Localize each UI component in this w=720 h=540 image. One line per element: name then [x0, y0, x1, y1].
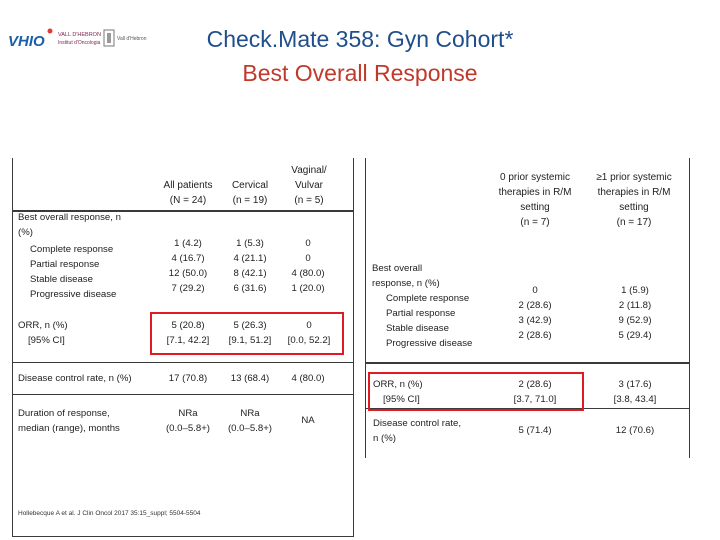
right-table-border — [689, 158, 690, 458]
left-table-bottom-rule — [12, 536, 354, 537]
vhio-logo-text: VHIO — [8, 33, 45, 50]
cell-response-zero-prior: 0 2 (28.6) 3 (42.9) 2 (28.6) — [518, 285, 552, 341]
campus-logo: Vall d'Hebron — [103, 29, 147, 47]
header-one-plus-prior-therapies: ≥1 prior systemic therapies in R/M setti… — [596, 172, 672, 228]
page-title: Check.Mate 358: Gyn Cohort* — [206, 26, 514, 52]
cell-dcr-cervical: 13 (68.4) — [230, 373, 270, 384]
cell-dor-all: NRa (0.0–5.8+) — [165, 408, 210, 434]
row-label-response-categories: Complete response Partial response Stabl… — [30, 244, 117, 300]
left-table-rule — [12, 362, 354, 363]
right-table-border — [365, 158, 366, 458]
cell-dcr-one-plus-prior: 12 (70.6) — [615, 425, 655, 436]
cell-orr-all: 5 (20.8) [7.1, 42.2] — [166, 320, 210, 346]
cell-dcr-vaginal: 4 (80.0) — [291, 373, 325, 384]
header-vaginal-vulvar: Vaginal/ Vulvar (n = 5) — [291, 165, 327, 206]
cell-orr-cervical: 5 (26.3) [9.1, 51.2] — [228, 320, 272, 346]
right-row-label-orr: ORR, n (%) — [373, 379, 423, 390]
left-table-rule — [12, 394, 354, 395]
right-row-label-disease-control-rate: Disease control rate, n (%) — [373, 418, 461, 444]
reference-citation: Hollebecque A et al. J Clin Oncol 2017 3… — [18, 510, 201, 517]
right-row-label-response-categories: Complete response Partial response Stabl… — [386, 293, 473, 349]
row-label-duration-of-response: Duration of response, median (range), mo… — [18, 408, 120, 434]
page-subtitle: Best Overall Response — [242, 60, 478, 86]
cell-dor-cervical: NRa (0.0–5.8+) — [227, 408, 272, 434]
row-label-disease-control-rate: Disease control rate, n (%) — [18, 373, 132, 384]
hospital-logo: VALL D'HEBRON Institut d'Oncologia — [58, 32, 101, 46]
hospital-logo-subtext: Institut d'Oncologia — [58, 40, 101, 46]
right-row-label-orr-ci: [95% CI] — [383, 394, 420, 405]
campus-logo-text: Vall d'Hebron — [117, 36, 147, 42]
institution-logos: VHIO VALL D'HEBRON Institut d'Oncologia … — [8, 28, 147, 50]
right-row-label-best-response: Best overall response, n (%) — [372, 263, 440, 289]
cell-response-cervical: 1 (5.3) 4 (21.1) 8 (42.1) 6 (31.6) — [233, 238, 267, 294]
cell-orr-vaginal: 0 [0.0, 52.2] — [287, 320, 331, 346]
orr-highlight-box — [150, 312, 344, 355]
right-table-rule — [365, 408, 689, 409]
cell-orr-zero-prior: 2 (28.6) [3.7, 71.0] — [513, 379, 557, 405]
orr-highlight-box-right — [368, 372, 584, 411]
left-table-border — [353, 158, 354, 536]
header-zero-prior-therapies: 0 prior systemic therapies in R/M settin… — [498, 172, 572, 228]
cell-response-vaginal: 0 0 4 (80.0) 1 (20.0) — [291, 238, 325, 294]
left-table-rule — [12, 210, 354, 212]
cell-orr-one-plus-prior: 3 (17.6) [3.8, 43.4] — [613, 379, 657, 405]
cell-dor-vaginal: NA — [301, 415, 315, 426]
cell-response-one-plus-prior: 1 (5.9) 2 (11.8) 9 (52.9) 5 (29.4) — [618, 285, 652, 341]
hospital-logo-text: VALL D'HEBRON — [58, 32, 101, 38]
cell-dcr-all: 17 (70.8) — [168, 373, 208, 384]
cell-response-all: 1 (4.2) 4 (16.7) 12 (50.0) 7 (29.2) — [168, 238, 208, 294]
row-label-best-response: Best overall response, n (%) — [18, 212, 121, 238]
header-cervical: Cervical (n = 19) — [231, 180, 269, 206]
header-all-patients: All patients (N = 24) — [163, 180, 213, 206]
cell-dcr-zero-prior: 5 (71.4) — [518, 425, 552, 436]
row-label-orr-ci: [95% CI] — [28, 335, 65, 346]
vhio-logo: VHIO — [8, 28, 53, 50]
right-table-rule — [365, 362, 689, 364]
left-table-border — [12, 158, 13, 536]
row-label-orr: ORR, n (%) — [18, 320, 68, 331]
